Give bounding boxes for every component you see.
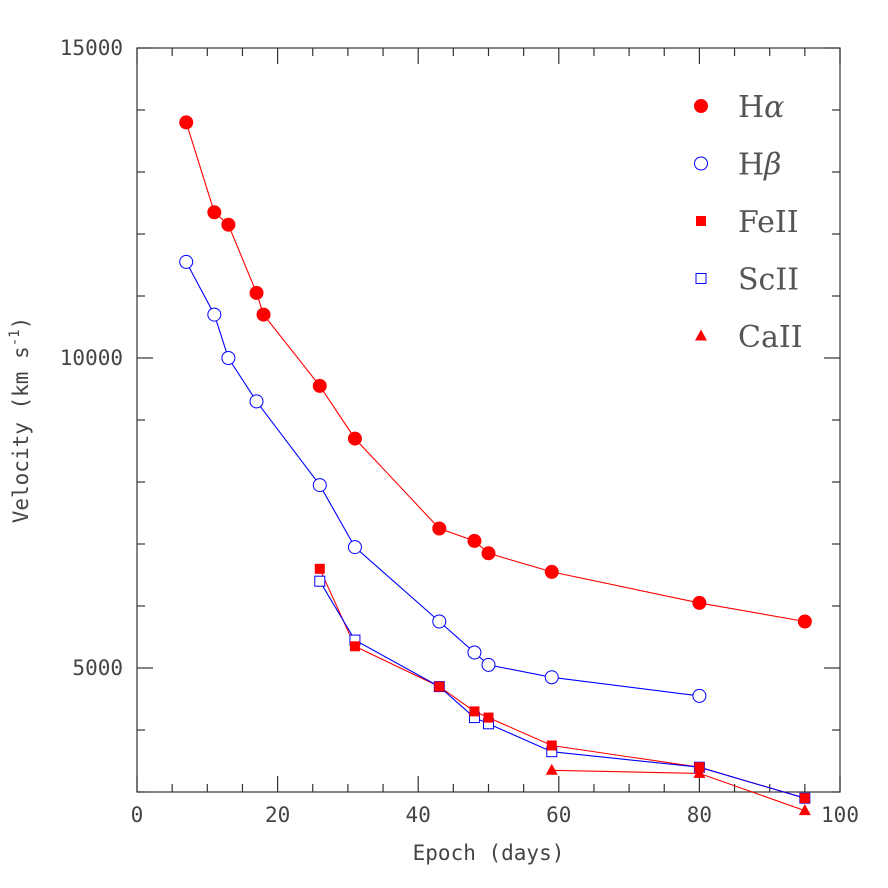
legend-marker — [694, 156, 708, 171]
data-point — [467, 533, 482, 548]
y-axis-label-superscript: -1 — [7, 329, 23, 346]
x-tick-label: 40 — [406, 803, 431, 827]
data-point — [312, 378, 327, 393]
data-point — [546, 740, 557, 751]
plot-frame — [136, 47, 841, 793]
x-tick-label: 80 — [687, 803, 712, 827]
y-tick-label: 15000 — [60, 36, 123, 60]
data-point — [207, 307, 222, 322]
data-point — [347, 431, 362, 446]
data-point — [312, 478, 327, 493]
x-tick-label: 100 — [821, 803, 859, 827]
data-point — [349, 641, 360, 652]
data-point — [544, 564, 559, 579]
series-points-feii — [314, 563, 810, 804]
data-point — [347, 540, 362, 555]
data-point — [693, 766, 706, 778]
series-line-h- — [185, 261, 700, 697]
series-line-feii — [319, 568, 806, 799]
series-line-scii — [319, 580, 806, 799]
data-point — [432, 614, 447, 629]
data-point — [432, 521, 447, 536]
series-line-h- — [185, 122, 805, 623]
data-point — [249, 394, 264, 409]
data-point — [179, 254, 194, 269]
series-layer — [179, 115, 812, 816]
data-point — [481, 657, 496, 672]
data-point — [256, 307, 271, 322]
legend-label: FeII — [738, 205, 799, 240]
data-point — [797, 614, 812, 629]
series-points-scii — [314, 575, 811, 804]
series-points-caii — [545, 763, 811, 816]
data-point — [692, 688, 707, 703]
legend-item-h-: Hβ — [694, 148, 782, 183]
data-point — [469, 706, 480, 717]
y-axis-label-main: Velocity (km s — [9, 346, 33, 523]
legend-marker — [695, 329, 707, 341]
legend-item-feii: FeII — [696, 205, 799, 240]
y-tick-label: 10000 — [60, 346, 123, 370]
series-points-h- — [179, 254, 707, 703]
legend: Hα Hβ FeII ScII CaII — [694, 90, 803, 355]
data-point — [207, 205, 222, 220]
legend-marker — [695, 273, 707, 284]
y-axis-label: Velocity (km s-1) — [7, 317, 33, 524]
series-line-caii — [551, 769, 806, 812]
legend-label: CaII — [738, 320, 803, 355]
data-point — [314, 563, 325, 574]
tick-marks — [136, 47, 841, 793]
data-point — [467, 645, 482, 660]
data-point — [221, 351, 236, 365]
y-axis-label-close: ) — [9, 317, 33, 330]
x-tick-label: 60 — [546, 803, 571, 827]
x-tick-label: 0 — [131, 803, 144, 827]
legend-label: Hα — [738, 90, 784, 125]
data-point — [314, 575, 326, 587]
data-point — [545, 763, 558, 775]
data-point — [481, 546, 496, 561]
series-points-h- — [179, 115, 812, 629]
data-point — [544, 670, 559, 685]
x-tick-label: 20 — [265, 803, 290, 827]
y-tick-label: 5000 — [72, 656, 123, 680]
legend-item-h-: Hα — [694, 90, 784, 125]
legend-item-scii: ScII — [695, 263, 799, 298]
legend-label: ScII — [738, 263, 799, 298]
tick-labels: 0 20 40 60 80 100 5000 10000 15000 — [60, 36, 859, 827]
data-point — [483, 712, 494, 723]
x-axis-label: Epoch (days) — [413, 841, 565, 865]
data-point — [799, 793, 810, 804]
data-point — [798, 804, 811, 816]
data-point — [249, 285, 264, 300]
data-point — [221, 217, 236, 232]
legend-label: Hβ — [738, 148, 782, 183]
legend-marker — [694, 99, 708, 113]
legend-item-caii: CaII — [695, 320, 803, 355]
data-point — [694, 762, 705, 773]
data-point — [179, 115, 194, 130]
data-point — [692, 595, 707, 610]
data-point — [434, 681, 445, 692]
legend-marker — [696, 216, 706, 226]
